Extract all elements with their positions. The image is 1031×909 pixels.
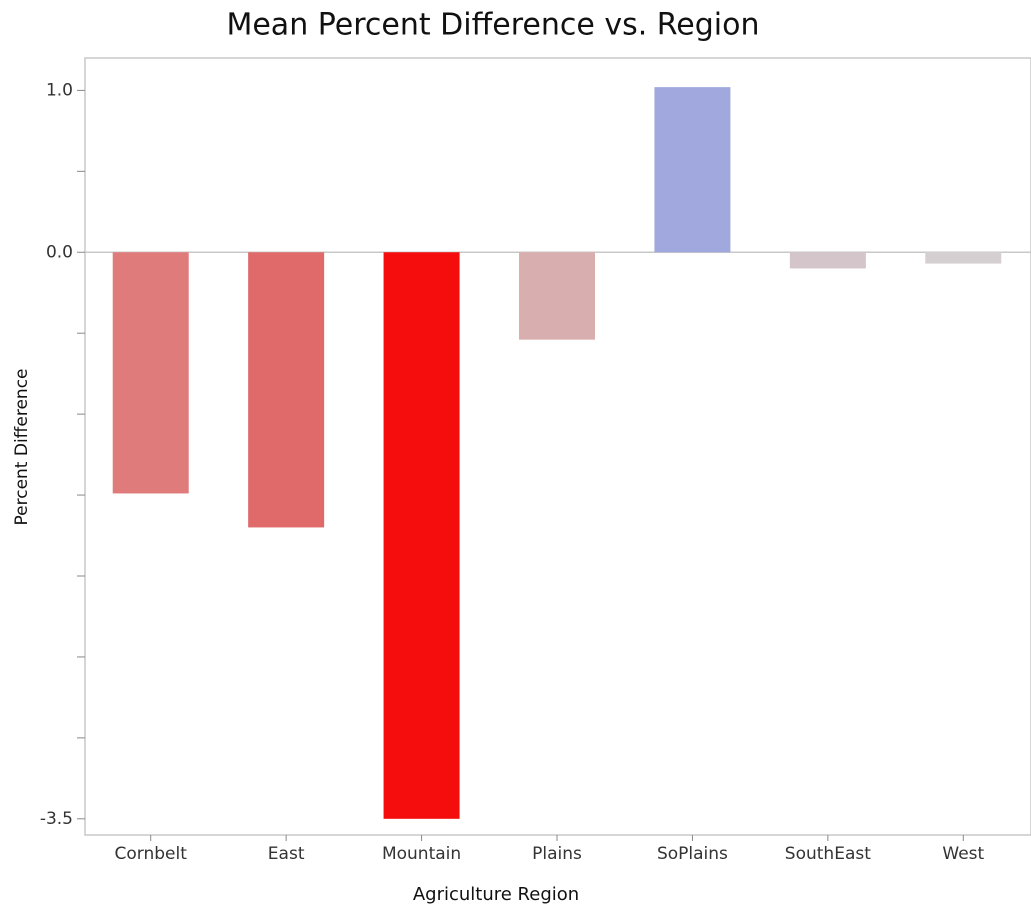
y-tick-label: 1.0 [46, 80, 73, 100]
y-tick-label: 0.0 [46, 242, 73, 262]
bar [925, 252, 1002, 264]
x-tick-label: Plains [532, 844, 582, 864]
bar [789, 252, 866, 269]
plot-frame [84, 57, 1031, 836]
y-axis-label: Percent Difference [12, 368, 32, 525]
bar [248, 252, 325, 528]
bar [519, 252, 595, 340]
x-tick-label: SoPlains [657, 844, 728, 864]
bar [654, 87, 731, 253]
bar [112, 252, 189, 494]
x-tick-label: West [942, 844, 984, 864]
x-tick-label: Mountain [382, 844, 461, 864]
x-tick-label: SouthEast [785, 844, 871, 864]
x-tick-label: East [268, 844, 305, 864]
x-tick-label: Cornbelt [115, 844, 188, 864]
chart-title: Mean Percent Difference vs. Region [226, 8, 759, 43]
bar [383, 252, 460, 819]
x-axis-label: Agriculture Region [413, 884, 579, 905]
y-tick-label: -3.5 [40, 809, 73, 829]
